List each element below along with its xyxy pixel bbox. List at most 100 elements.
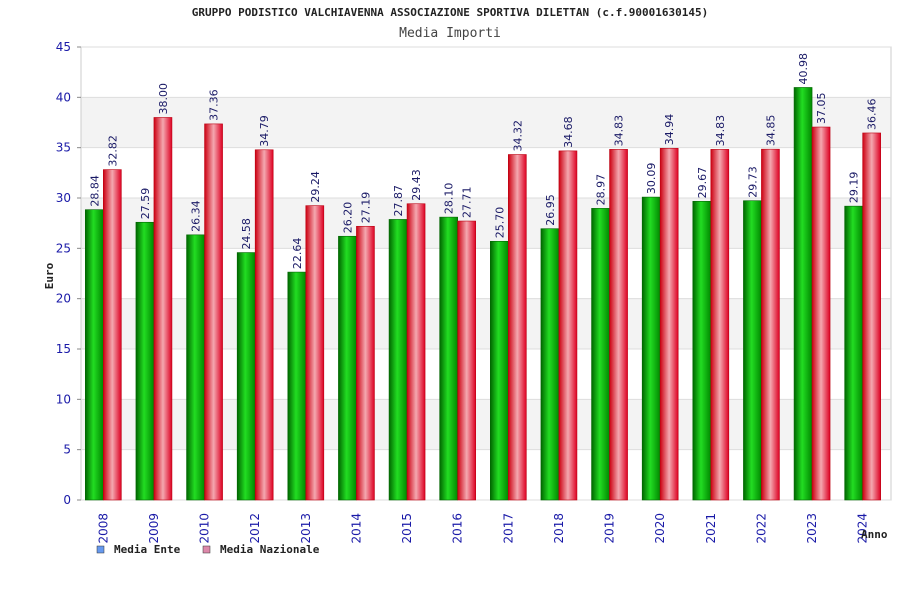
bar-media-nazionale (811, 126, 831, 501)
data-label: 37.36 (208, 89, 221, 121)
data-label: 34.85 (764, 115, 777, 147)
x-tick-label: 2016 (451, 513, 465, 544)
bar-media-nazionale (356, 225, 375, 501)
bar-media-nazionale (305, 205, 325, 501)
bar-media-nazionale (761, 148, 780, 501)
bar-media-nazionale (406, 203, 426, 501)
data-label: 25.70 (493, 207, 506, 239)
bar-media-nazionale (103, 169, 122, 501)
data-label: 29.67 (696, 167, 709, 199)
data-label: 24.58 (240, 218, 253, 250)
data-label: 28.97 (595, 174, 608, 206)
bar-media-ente (692, 201, 712, 501)
bar-media-ente (287, 271, 307, 501)
x-tick-label: 2013 (299, 513, 313, 544)
legend-swatch-media-ente (96, 545, 105, 554)
data-label: 34.79 (258, 115, 271, 147)
data-label: 34.68 (562, 116, 575, 148)
legend-label-media-ente: Media Ente (114, 543, 181, 556)
data-label: 28.84 (88, 175, 101, 207)
bar-media-nazionale (153, 117, 173, 501)
plot-band (81, 47, 891, 98)
data-label: 34.94 (663, 114, 676, 146)
x-tick-label: 2018 (552, 513, 566, 544)
bars-group (85, 87, 881, 501)
y-tick-label: 0 (63, 493, 71, 507)
x-tick-label: 2009 (147, 513, 161, 544)
bar-media-ente (641, 196, 661, 501)
x-tick-label: 2022 (754, 513, 768, 544)
x-tick-label: 2015 (400, 513, 414, 544)
x-tick-label: 2021 (704, 513, 718, 544)
bar-media-ente (793, 87, 813, 501)
bar-media-nazionale (204, 123, 223, 501)
y-tick-label: 45 (56, 40, 71, 54)
data-label: 29.19 (848, 172, 861, 204)
data-label: 36.46 (866, 98, 879, 130)
bar-media-nazionale (659, 147, 679, 501)
bar-media-ente (388, 219, 408, 501)
bar-media-ente (85, 209, 104, 501)
data-label: 26.34 (190, 200, 203, 232)
chart-subtitle: Media Importi (399, 26, 501, 41)
data-label: 27.19 (359, 192, 372, 224)
bar-media-ente (236, 252, 256, 501)
y-tick-label: 35 (56, 141, 71, 155)
legend-label-media-nazionale: Media Nazionale (220, 543, 320, 556)
bar-media-ente (338, 235, 357, 501)
x-tick-label: 2019 (603, 513, 617, 544)
bar-media-nazionale (508, 154, 527, 501)
y-tick-label: 40 (56, 90, 71, 104)
bar-media-nazionale (862, 132, 881, 501)
data-label: 22.64 (291, 238, 304, 270)
bar-media-ente (540, 228, 560, 501)
data-label: 28.10 (443, 183, 456, 215)
y-tick-label: 20 (56, 292, 71, 306)
x-tick-label: 2010 (198, 513, 212, 544)
data-label: 27.59 (139, 188, 152, 220)
bar-media-ente (186, 234, 205, 501)
x-tick-label: 2024 (856, 513, 870, 544)
data-label: 32.82 (106, 135, 119, 167)
y-axis-label: Euro (43, 262, 56, 289)
bar-media-ente (439, 216, 458, 501)
y-tick-label: 25 (56, 241, 71, 255)
data-label: 34.32 (511, 120, 524, 152)
data-label: 26.20 (341, 202, 354, 234)
data-label: 38.00 (157, 83, 170, 115)
bar-media-ente (844, 205, 863, 501)
bar-media-ente (490, 240, 509, 501)
data-label: 26.95 (544, 194, 557, 226)
data-label: 27.87 (392, 185, 405, 217)
x-axis-ticks: 2008 2009 2010 2012 2013 2014 2015 2016 2017 2018… (96, 513, 869, 544)
y-tick-label: 5 (63, 443, 71, 457)
bar-media-ente (591, 208, 610, 501)
legend-swatch-media-nazionale (202, 545, 211, 554)
x-tick-label: 2017 (501, 513, 515, 544)
bar-media-nazionale (254, 149, 274, 501)
y-tick-label: 15 (56, 342, 71, 356)
data-label: 40.98 (797, 53, 810, 85)
data-label: 37.05 (815, 93, 828, 125)
bar-media-nazionale (710, 149, 730, 501)
bar-media-nazionale (457, 220, 476, 501)
x-tick-label: 2012 (248, 513, 262, 544)
y-tick-label: 10 (56, 392, 71, 406)
x-tick-label: 2020 (653, 513, 667, 544)
legend: Media Ente Media Nazionale (96, 543, 320, 556)
bar-media-ente (743, 200, 762, 501)
bar-media-nazionale (609, 149, 628, 501)
data-label: 29.43 (410, 169, 423, 201)
y-axis-ticks: 0 5 10 15 20 25 30 35 40 45 (56, 40, 71, 507)
bar-media-nazionale (558, 150, 578, 501)
data-label: 27.71 (461, 187, 474, 219)
x-axis-label: Anno (861, 528, 888, 541)
bar-media-ente (135, 221, 155, 501)
y-tick-label: 30 (56, 191, 71, 205)
data-label: 29.73 (746, 166, 759, 198)
x-tick-label: 2014 (349, 513, 363, 544)
data-label: 29.24 (309, 171, 322, 203)
data-label: 34.83 (714, 115, 727, 147)
x-tick-label: 2023 (805, 513, 819, 544)
